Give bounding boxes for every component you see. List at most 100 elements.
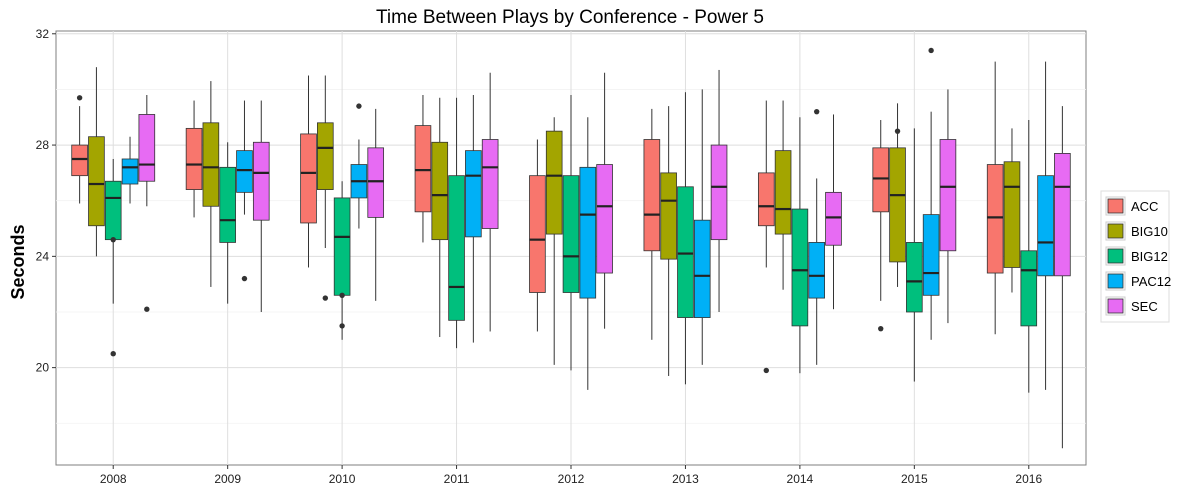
box-big10	[317, 75, 334, 301]
box-acc	[643, 108, 661, 340]
box-sec	[1054, 106, 1071, 449]
box-body	[529, 175, 546, 293]
box-body	[939, 139, 957, 252]
box-body	[1020, 250, 1038, 327]
box-body	[71, 144, 88, 177]
legend-swatch-big12	[1107, 248, 1124, 264]
box-sec	[710, 69, 728, 312]
outlier-point	[322, 295, 329, 301]
box-pac12	[693, 89, 711, 365]
box-sec	[825, 114, 842, 310]
box-body	[185, 127, 203, 190]
outlier-point	[894, 128, 901, 134]
legend-label-acc: ACC	[1131, 199, 1158, 214]
box-sec	[367, 108, 385, 301]
legend-swatch-acc	[1107, 198, 1124, 214]
box-body	[88, 136, 105, 227]
x-tick-label: 2011	[444, 472, 470, 486]
legend-swatch-big10	[1107, 223, 1124, 239]
box-body	[448, 175, 465, 321]
box-body	[202, 122, 220, 207]
box-body	[138, 114, 156, 182]
outlier-point	[110, 236, 116, 243]
x-tick-label: 2012	[558, 472, 585, 486]
x-tick-label: 2010	[329, 472, 356, 486]
outlier-point	[928, 47, 934, 54]
box-big12	[104, 158, 122, 357]
box-big12	[562, 94, 580, 371]
legend-label-sec: SEC	[1131, 299, 1158, 314]
chart-title: Time Between Plays by Conference - Power…	[376, 7, 764, 28]
box-pac12	[236, 100, 253, 282]
x-tick-label: 2016	[1015, 472, 1042, 486]
x-tick-label: 2014	[787, 472, 814, 486]
box-acc	[185, 100, 203, 218]
box-body	[579, 166, 597, 299]
box-pac12	[579, 117, 597, 390]
box-body	[367, 147, 385, 218]
box-acc	[300, 75, 317, 268]
y-tick-label: 20	[36, 361, 50, 375]
box-big12	[448, 97, 465, 349]
box-body	[252, 141, 270, 221]
outlier-point	[339, 292, 345, 298]
box-body	[562, 175, 580, 293]
box-pac12	[350, 103, 368, 229]
box-body	[104, 180, 122, 241]
box-pac12	[1037, 61, 1054, 390]
x-tick-label: 2013	[672, 472, 699, 486]
legend-swatch-sec	[1107, 298, 1124, 314]
box-body	[693, 219, 711, 318]
box-body	[825, 191, 842, 246]
box-sec	[939, 89, 957, 324]
box-big12	[677, 92, 694, 385]
box-acc	[757, 100, 775, 374]
box-body	[660, 172, 677, 260]
y-axis-label: Seconds	[8, 224, 28, 299]
legend-label-big10: BIG10	[1131, 224, 1168, 239]
box-body	[596, 164, 613, 274]
x-tick-label: 2015	[901, 472, 928, 486]
outlier-point	[339, 323, 345, 329]
box-body	[791, 208, 809, 327]
outlier-point	[878, 325, 884, 332]
box-pac12	[465, 94, 482, 343]
x-tick-label: 2008	[100, 472, 127, 486]
box-big12	[1020, 120, 1038, 393]
box-big10	[545, 117, 563, 365]
box-body	[414, 125, 432, 213]
outlier-point	[356, 103, 362, 109]
legend-label-pac12: PAC12	[1131, 274, 1171, 289]
box-body	[481, 139, 499, 229]
box-sec	[138, 94, 156, 312]
box-body	[219, 166, 236, 243]
box-acc	[986, 61, 1004, 335]
box-body	[1037, 175, 1054, 277]
box-big10	[774, 100, 792, 290]
box-big10	[431, 97, 449, 338]
box-pac12	[808, 108, 825, 365]
box-acc	[414, 94, 432, 243]
outlier-point	[144, 306, 150, 312]
box-big12	[906, 128, 923, 382]
box-body	[922, 214, 940, 296]
box-pac12	[922, 47, 940, 340]
outlier-point	[241, 275, 248, 282]
box-body	[643, 139, 661, 252]
box-body	[317, 122, 334, 190]
box-body	[1054, 153, 1071, 277]
box-body	[872, 147, 890, 213]
outlier-point	[763, 367, 769, 374]
box-body	[300, 133, 317, 224]
box-body	[986, 164, 1004, 274]
plot-area: 20 24 28 32 2008 2009 2010 2011 2012 2013 2014 2015…	[36, 27, 1087, 486]
box-body	[757, 172, 775, 227]
box-big12	[219, 142, 236, 304]
box-body	[333, 197, 351, 296]
box-body	[236, 150, 253, 193]
box-big12	[791, 117, 809, 374]
box-body	[808, 242, 825, 299]
box-body	[431, 141, 449, 241]
